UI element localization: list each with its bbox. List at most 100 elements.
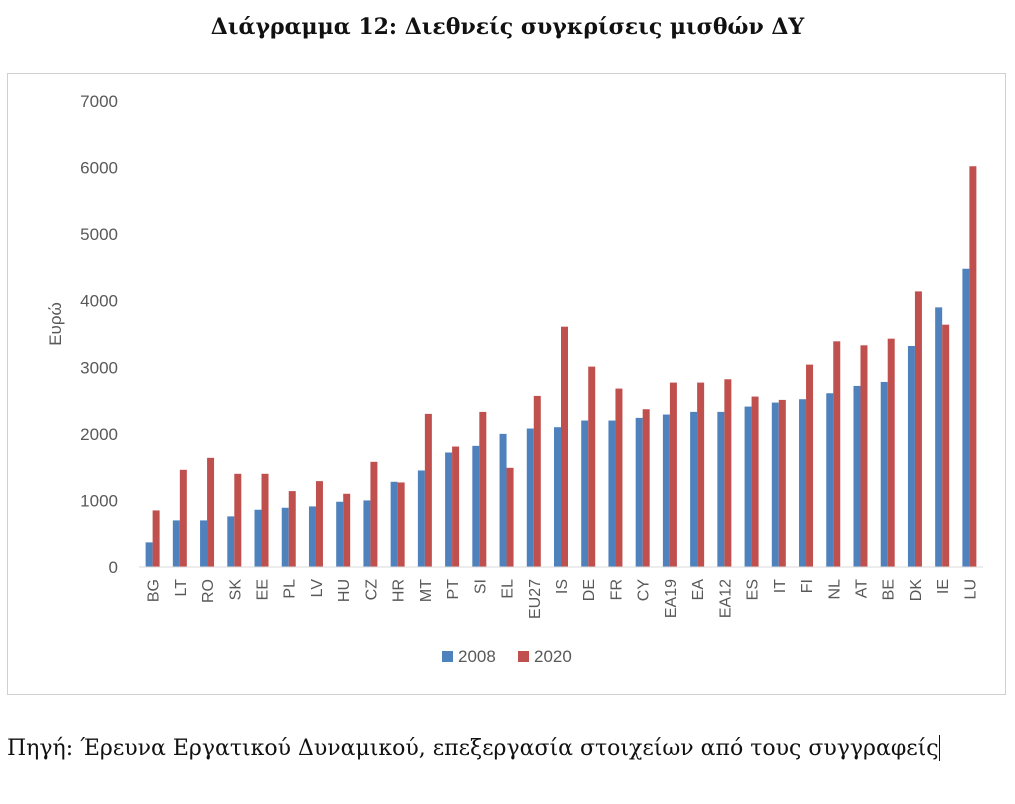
bar-2008 (172, 520, 180, 567)
bar-2008 (281, 507, 289, 567)
bar-2020 (833, 341, 841, 567)
bar-2008 (554, 427, 561, 567)
x-tick-label: PL (282, 579, 299, 599)
y-tick-label: 0 (109, 558, 118, 577)
bar-2008 (608, 420, 616, 567)
x-tick-label: CZ (363, 579, 380, 601)
bar-2020 (669, 382, 677, 567)
bar-2008 (499, 433, 507, 567)
x-tick-label: SI (472, 579, 489, 594)
bar-2020 (615, 388, 623, 567)
bar-2020 (234, 473, 242, 567)
x-tick-label: DE (581, 579, 598, 601)
bar-2020 (343, 493, 351, 567)
bar-2020 (778, 399, 786, 567)
y-tick-label: 6000 (80, 159, 118, 178)
bar-2008 (744, 406, 752, 567)
source-text: Πηγή: Έρευνα Εργατικού Δυναμικού, επεξερ… (7, 736, 939, 761)
y-tick-label: 5000 (80, 225, 118, 244)
y-axis-ticks: 0 1000 2000 3000 4000 5000 6000 7000 (80, 92, 118, 577)
chart-container: 0 1000 2000 3000 4000 5000 6000 7000 BG LT RO SK EE… (7, 73, 1006, 695)
x-tick-label: ES (745, 579, 762, 600)
x-tick-label: RO (200, 579, 217, 603)
bar-2020 (288, 491, 296, 567)
bar-2008 (445, 452, 453, 567)
bar-2008 (853, 385, 861, 567)
bar-2020 (942, 324, 950, 567)
y-tick-label: 1000 (80, 491, 118, 510)
bar-2020 (152, 510, 160, 567)
bar-2008 (200, 520, 208, 567)
x-tick-label: NL (826, 579, 843, 600)
bar-2020 (561, 326, 568, 567)
x-tick-label: EA (690, 579, 707, 601)
bar-2020 (751, 396, 759, 567)
bar-2008 (581, 420, 589, 567)
bar-2020 (207, 457, 215, 567)
x-tick-label: SK (227, 579, 244, 601)
x-axis-ticks: BG LT RO SK EE PL LV HU CZ HR MT PT SI EL EU27 IS DE FR CY… (146, 579, 980, 619)
bar-2008 (935, 307, 943, 567)
y-axis-title: Ευρώ (46, 302, 65, 346)
bar-2020 (397, 482, 405, 567)
x-tick-label: BE (881, 579, 898, 600)
bar-2020 (724, 379, 732, 567)
x-tick-label: IT (772, 579, 789, 593)
x-tick-label: IE (935, 579, 952, 594)
legend-label: 2008 (458, 647, 496, 666)
bar-2008 (717, 411, 725, 567)
x-tick-label: LV (309, 579, 326, 598)
bar-2008 (690, 411, 698, 567)
bar-2020 (860, 345, 868, 567)
bar-2008 (962, 268, 970, 567)
bar-2020 (370, 461, 378, 567)
y-tick-label: 4000 (80, 292, 118, 311)
bar-2020 (806, 364, 814, 567)
bar-2020 (533, 395, 541, 567)
x-tick-label: EL (500, 579, 517, 599)
bar-2008 (254, 509, 262, 567)
bar-2020 (887, 338, 895, 567)
x-tick-label: IS (554, 579, 571, 594)
legend: 2008 2020 (442, 647, 572, 666)
x-tick-label: LT (173, 579, 190, 597)
bar-2008 (771, 402, 779, 567)
bar-2008 (145, 542, 153, 567)
bar-2020 (506, 467, 514, 567)
bar-2008 (390, 481, 398, 567)
y-tick-label: 7000 (80, 92, 118, 111)
bar-chart: 0 1000 2000 3000 4000 5000 6000 7000 BG LT RO SK EE… (46, 92, 983, 666)
legend-label: 2020 (534, 647, 572, 666)
source-note: Πηγή: Έρευνα Εργατικού Δυναμικού, επεξερ… (7, 728, 1003, 769)
x-tick-label: FR (608, 579, 625, 600)
bar-2020 (479, 411, 487, 567)
bar-2008 (662, 414, 670, 567)
bar-2008 (417, 470, 425, 567)
x-tick-label: DK (908, 579, 925, 602)
bar-2008 (635, 417, 643, 567)
bar-2020 (588, 366, 596, 567)
y-tick-label: 2000 (80, 425, 118, 444)
x-tick-label: LU (962, 579, 979, 599)
bar-2008 (227, 516, 235, 567)
bar-2020 (424, 413, 432, 567)
x-tick-label: EU27 (527, 579, 544, 619)
document-title: Διάγραμμα 12: Διεθνείς συγκρίσεις μισθών… (210, 14, 805, 40)
x-tick-label: EE (255, 579, 272, 600)
x-tick-label: AT (853, 579, 870, 598)
x-tick-label: HU (336, 579, 353, 602)
bar-2020 (969, 166, 977, 567)
legend-swatch (518, 651, 529, 662)
legend-swatch (442, 651, 453, 662)
bar-2020 (452, 446, 460, 567)
bar-2008 (308, 506, 316, 567)
bar-2020 (179, 469, 187, 567)
x-tick-label: EA12 (717, 579, 734, 618)
bar-2008 (336, 501, 344, 567)
bar-2008 (799, 399, 807, 567)
bar-2008 (472, 445, 480, 567)
x-tick-label: CY (636, 579, 653, 602)
bar-2008 (826, 393, 834, 567)
x-tick-label: BG (146, 579, 163, 602)
bar-2020 (315, 481, 323, 567)
